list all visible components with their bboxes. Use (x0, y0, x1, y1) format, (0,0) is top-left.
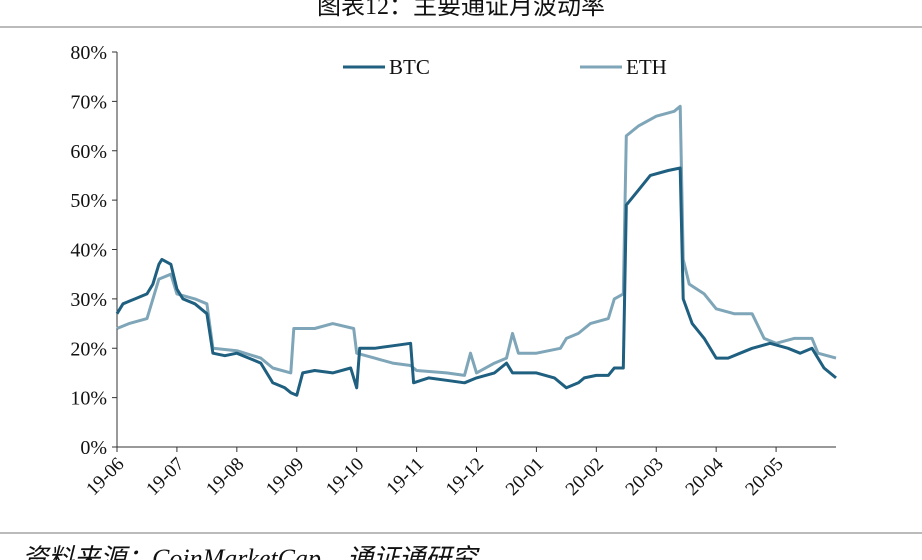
y-tick-label: 40% (70, 240, 107, 262)
legend-label-eth: ETH (626, 55, 667, 79)
y-tick-label: 10% (70, 388, 107, 410)
source-note: 资料来源：CoinMarketCap，通证通研究 (22, 544, 477, 560)
x-tick-label: 19-09 (262, 454, 308, 500)
x-tick-label: 19-10 (322, 454, 368, 500)
x-tick-label: 19-07 (142, 454, 188, 500)
x-tick-label: 19-11 (382, 454, 428, 500)
y-tick-label: 0% (80, 437, 107, 459)
x-tick-label: 19-06 (82, 454, 128, 500)
x-tick-label: 19-08 (202, 454, 248, 500)
x-tick-label: 20-04 (682, 453, 729, 500)
legend-label-btc: BTC (389, 55, 430, 79)
y-tick-label: 30% (70, 289, 107, 311)
y-tick-label: 60% (70, 141, 107, 163)
chart-title: 图表12：主要通证月波动率 (317, 0, 605, 20)
y-tick-label: 50% (70, 190, 107, 212)
y-tick-label: 70% (70, 91, 107, 113)
series-line-btc (115, 166, 837, 397)
x-tick-label: 20-02 (562, 454, 608, 500)
x-tick-label: 19-12 (442, 454, 488, 500)
bottom-divider (0, 532, 922, 534)
series-line-eth (116, 104, 837, 377)
x-tick-label: 20-03 (622, 454, 668, 500)
top-divider (0, 26, 922, 28)
y-tick-label: 80% (70, 42, 107, 64)
x-tick-label: 20-05 (741, 454, 787, 500)
x-tick-label: 20-01 (502, 454, 548, 500)
y-tick-label: 20% (70, 338, 107, 360)
